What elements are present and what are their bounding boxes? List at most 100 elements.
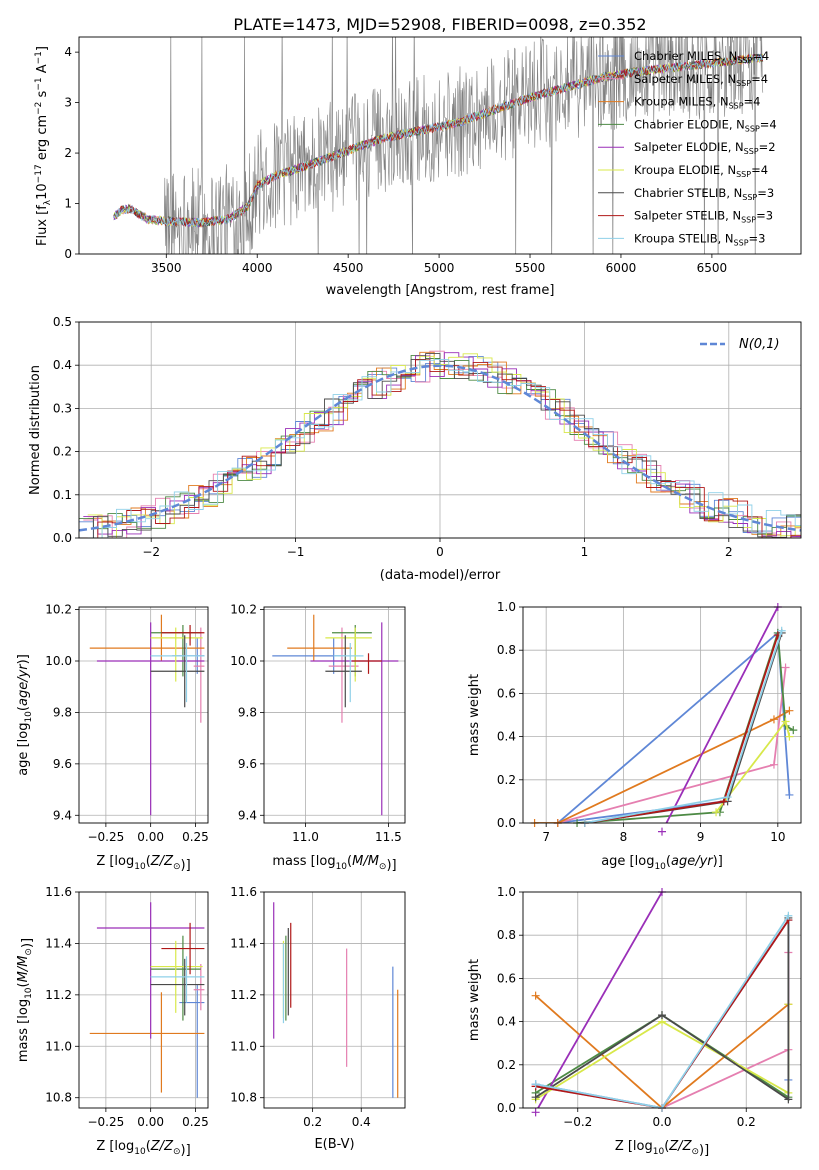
y-tick-label: 9.8 [53,705,72,719]
y-tick-label: 0.4 [53,358,72,372]
y-axis-label: Flux [fλ10−17 erg cm−2 s−1 A−1] [34,46,53,246]
weight-marker [769,760,778,769]
weight-line [537,892,663,1108]
y-tick-label: 1.0 [497,600,516,614]
y-axis-label: mass weight [467,674,482,756]
x-tick-label: 0.4 [352,1115,371,1129]
weight-marker [531,1093,540,1102]
weight-marker [777,626,786,635]
histogram-chabrier-elodie [79,354,801,535]
panel-mass-vs-ebv: 0.2 0.4 10.8 11.0 11.2 11.4 11.6 E(B-V) [230,885,406,1152]
x-tick-label: 6000 [606,261,637,275]
x-tick-label: 0.2 [737,1115,756,1129]
x-tick-label: −0.25 [87,1115,124,1129]
y-tick-label: 2 [64,146,72,160]
y-tick-label: 4 [64,45,72,59]
weight-line [665,607,779,823]
y-tick-label: 9.6 [53,757,72,771]
y-tick-label: 0.1 [53,488,72,502]
panel-age-vs-Z: −0.25 0.00 0.25 9.4 9.6 9.8 10.0 10.2 Z [log10(Z… [16,603,209,873]
x-tick-label: 0.00 [137,1115,164,1129]
legend-label: Chabrier STELIB, NSSP=3 [634,186,774,202]
y-axis-label: Normed distribution [28,365,43,495]
axes-frame [263,606,406,824]
y-axis-label: age [log10(age/yr)] [16,654,34,776]
weight-line [577,632,794,823]
weight-marker [712,808,721,817]
x-tick-label: 0.25 [182,1115,209,1129]
x-tick-label: 8 [620,830,628,844]
weight-line [534,709,790,823]
y-tick-label: 0.0 [53,531,72,545]
weight-marker [531,1080,540,1089]
legend-label: Salpeter MILES, NSSP=4 [634,72,768,88]
y-tick-label: 0.6 [497,686,516,700]
x-tick-label: 0.2 [303,1115,322,1129]
y-tick-label: 1 [64,197,72,211]
y-tick-label: 1.0 [497,885,516,899]
legend-label: Kroupa MILES, NSSP=4 [634,95,760,111]
histogram-kroupa-stelib [87,359,801,538]
y-tick-label: 10.2 [230,603,257,617]
y-tick-label: 0.2 [497,1058,516,1072]
x-tick-label: −1 [287,545,305,559]
y-tick-label: 11.2 [230,988,257,1002]
x-tick-label: −0.25 [87,830,124,844]
y-tick-label: 0.0 [497,816,516,830]
y-tick-label: 10.2 [45,603,72,617]
histogram-kroupa-elodie [87,353,801,538]
x-tick-label: 3500 [151,261,182,275]
axes-frame [522,891,802,1109]
y-tick-label: 11.0 [45,1039,72,1053]
y-tick-label: 3 [64,96,72,110]
x-tick-label: 2 [725,545,733,559]
x-tick-label: 7 [542,830,550,844]
y-tick-label: 0.4 [497,1015,516,1029]
weight-marker [781,717,790,726]
weight-marker [784,1095,793,1104]
weight-line [535,915,790,1108]
weight-marker [769,715,778,724]
weight-marker [785,706,794,715]
x-tick-label: 1 [581,545,589,559]
normal-curve [78,364,802,532]
y-tick-label: 10.8 [45,1091,72,1105]
x-axis-label: Z [log10(Z/Z⊙)] [96,854,190,873]
panel-age-vs-mass: 11.0 11.5 9.4 9.6 9.8 10.0 10.2 mass [log10(M/M… [230,603,406,873]
weight-marker [789,726,798,735]
x-tick-label: 11.0 [292,830,319,844]
figure-title: PLATE=1473, MJD=52908, FIBERID=0098, z=0… [233,15,646,34]
weight-marker [531,1108,540,1117]
histogram-kroupa-miles [87,351,801,536]
weight-marker [719,797,728,806]
y-tick-label: 11.0 [230,1039,257,1053]
x-tick-label: 0 [436,545,444,559]
panel-spectrum: 3500 4000 4500 5000 5500 6000 6500 0 1 2 3 4 Chabrie… [34,36,802,298]
y-tick-label: 0 [64,247,72,261]
panel-weight-vs-age: 7 8 9 10 0.0 0.2 0.4 0.6 0.8 1.0 age [log10(age/yr… [467,600,802,872]
x-tick-label: 0.00 [137,830,164,844]
histogram-salpeter-stelib [83,359,801,538]
y-tick-label: 11.6 [45,885,72,899]
axes-frame [78,891,209,1109]
weight-marker [785,790,794,799]
y-tick-label: 11.2 [45,988,72,1002]
x-tick-label: 0.0 [652,1115,671,1129]
y-tick-label: 0.2 [497,773,516,787]
panel-weight-vs-Z: −0.2 0.0 0.2 0.0 0.2 0.4 0.6 0.8 1.0 Z [log10(Z/Z… [467,885,802,1158]
y-tick-label: 11.4 [230,936,257,950]
x-axis-label: Z [log10(Z/Z⊙)] [96,1139,190,1158]
weight-line [535,917,790,1102]
legend-label: Chabrier MILES, NSSP=4 [634,49,769,65]
x-axis-label: age [log10(age/yr)] [601,854,723,872]
y-tick-label: 9.8 [238,705,257,719]
weight-line [535,919,790,1108]
x-axis-label: mass [log10(M/M⊙)] [272,854,396,873]
histogram-salpeter-elodie [83,352,801,537]
weight-marker [781,663,790,672]
axes-frame [522,606,802,824]
y-tick-label: 0.0 [497,1101,516,1115]
x-axis-label: (data-model)/error [380,568,501,583]
legend-label: Kroupa STELIB, NSSP=3 [634,231,765,247]
